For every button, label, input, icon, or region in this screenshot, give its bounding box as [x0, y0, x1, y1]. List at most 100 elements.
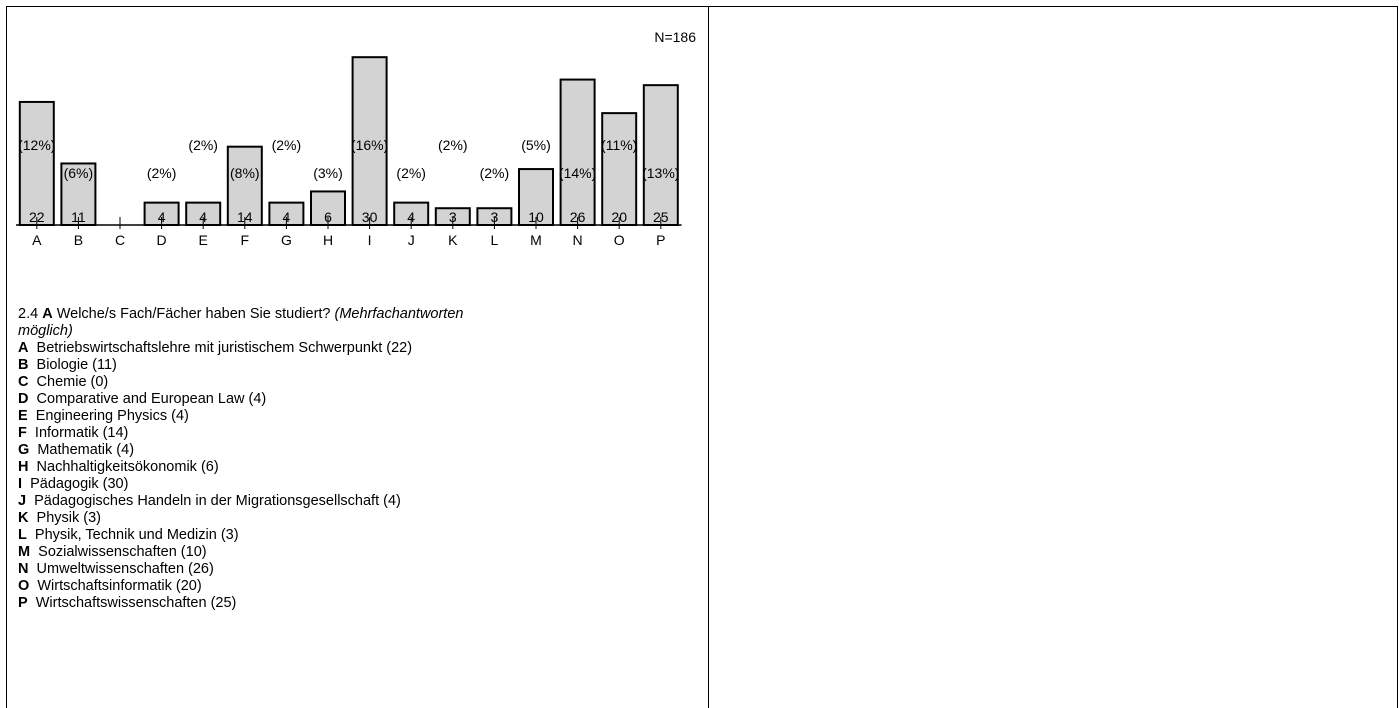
- percent-label-g: (2%): [272, 137, 302, 153]
- value-label-a: 22: [29, 209, 45, 225]
- legend-item-text: Pädagogisches Handeln in der Migrationsg…: [26, 493, 401, 509]
- category-label-e: E: [199, 232, 208, 248]
- legend-item-text: Umweltwissenschaften (26): [28, 561, 214, 577]
- percent-label-j: (2%): [396, 165, 426, 181]
- category-label-k: K: [448, 232, 458, 248]
- question-body: Welche/s Fach/Fächer haben Sie studiert?: [56, 306, 331, 322]
- legend-item-text: Engineering Physics (4): [27, 408, 189, 424]
- legend-item-p: P Wirtschaftswissenschaften (25): [18, 595, 698, 612]
- percent-label-m: (5%): [521, 137, 551, 153]
- legend-item-f: F Informatik (14): [18, 425, 698, 442]
- legend-item-letter: N: [18, 561, 29, 577]
- legend-item-text: Sozialwissenschaften (10): [30, 544, 207, 560]
- legend-item-text: Nachhaltigkeitsökonomik (6): [28, 459, 219, 475]
- legend-item-letter: M: [18, 544, 31, 560]
- category-label-f: F: [241, 232, 250, 248]
- legend-item-letter: L: [18, 527, 27, 543]
- category-label-m: M: [530, 232, 542, 248]
- legend-item-a: A Betriebswirtschaftslehre mit juristisc…: [18, 340, 698, 357]
- category-label-l: L: [491, 232, 499, 248]
- value-label-n: 26: [570, 209, 586, 225]
- value-label-j: 4: [407, 209, 415, 225]
- legend-item-letter: I: [18, 476, 23, 492]
- legend-item-letter: O: [18, 578, 30, 594]
- value-label-i: 30: [362, 209, 378, 225]
- value-label-p: 25: [653, 209, 669, 225]
- category-label-j: J: [408, 232, 415, 248]
- value-label-h: 6: [324, 209, 332, 225]
- percent-label-l: (2%): [480, 165, 510, 181]
- legend-item-d: D Comparative and European Law (4): [18, 391, 698, 408]
- percent-label-p: (13%): [642, 165, 679, 181]
- category-label-p: P: [656, 232, 665, 248]
- category-label-c: C: [115, 232, 125, 248]
- legend-item-text: Pädagogik (30): [22, 476, 129, 492]
- legend-item-i: I Pädagogik (30): [18, 476, 698, 493]
- question-note-line1: (Mehrfachantworten: [334, 306, 464, 322]
- legend-item-letter: D: [18, 391, 29, 407]
- category-label-g: G: [281, 232, 292, 248]
- legend-item-g: G Mathematik (4): [18, 442, 698, 459]
- legend-item-letter: K: [18, 510, 29, 526]
- value-label-f: 14: [237, 209, 253, 225]
- chart-legend: 2.4 A Welche/s Fach/Fächer haben Sie stu…: [18, 306, 698, 612]
- value-label-g: 4: [283, 209, 291, 225]
- value-label-e: 4: [199, 209, 207, 225]
- legend-item-letter: A: [18, 340, 29, 356]
- value-label-k: 3: [449, 209, 457, 225]
- legend-item-l: L Physik, Technik und Medizin (3): [18, 527, 698, 544]
- legend-item-text: Mathematik (4): [29, 442, 135, 458]
- percent-label-n: (14%): [559, 165, 596, 181]
- sample-size-label: N=186: [654, 29, 696, 45]
- legend-item-letter: F: [18, 425, 27, 441]
- bar-b: [60, 162, 97, 226]
- percent-label-f: (8%): [230, 165, 260, 181]
- percent-label-k: (2%): [438, 137, 468, 153]
- question-text: 2.4 A Welche/s Fach/Fächer haben Sie stu…: [18, 306, 698, 340]
- question-note-line2: möglich): [18, 323, 73, 339]
- legend-item-text: Physik (3): [28, 510, 101, 526]
- category-label-b: B: [74, 232, 83, 248]
- legend-item-b: B Biologie (11): [18, 357, 698, 374]
- bar-i: [351, 56, 388, 226]
- legend-item-letter: E: [18, 408, 28, 424]
- percent-label-a: (12%): [18, 137, 55, 153]
- legend-item-m: M Sozialwissenschaften (10): [18, 544, 698, 561]
- value-label-o: 20: [611, 209, 627, 225]
- bar-n: [559, 78, 596, 226]
- bar-a: [18, 100, 55, 226]
- legend-item-j: J Pädagogisches Handeln in der Migration…: [18, 493, 698, 510]
- percent-label-e: (2%): [188, 137, 218, 153]
- bar-o: [601, 112, 638, 226]
- category-label-o: O: [614, 232, 625, 248]
- category-label-a: A: [32, 232, 42, 248]
- bar-f: [226, 145, 263, 226]
- bar-m: [518, 168, 554, 226]
- legend-item-e: E Engineering Physics (4): [18, 408, 698, 425]
- value-label-m: 10: [528, 209, 544, 225]
- legend-item-letter: P: [18, 595, 28, 611]
- legend-item-text: Physik, Technik und Medizin (3): [26, 527, 239, 543]
- legend-list: A Betriebswirtschaftslehre mit juristisc…: [18, 340, 698, 612]
- panel-divider: [708, 6, 709, 708]
- left-panel-frame: [6, 6, 1398, 708]
- legend-item-k: K Physik (3): [18, 510, 698, 527]
- legend-item-letter: J: [18, 493, 27, 509]
- legend-item-n: N Umweltwissenschaften (26): [18, 561, 698, 578]
- legend-item-text: Chemie (0): [28, 374, 109, 390]
- legend-item-h: H Nachhaltigkeitsökonomik (6): [18, 459, 698, 476]
- legend-item-c: C Chemie (0): [18, 374, 698, 391]
- question-letter: A: [42, 306, 53, 322]
- percent-label-o: (11%): [601, 137, 637, 153]
- legend-item-text: Biologie (11): [28, 357, 117, 373]
- legend-item-letter: C: [18, 374, 29, 390]
- bar-chart: N=186 A 22 (12%) B 11 (6%) C D 4 (2%) E 4 (2%) F 14 (8%…: [16, 29, 696, 248]
- value-label-d: 4: [158, 209, 166, 225]
- legend-item-letter: G: [18, 442, 30, 458]
- question-number: 2.4: [18, 306, 39, 322]
- percent-label-d: (2%): [147, 165, 177, 181]
- legend-item-text: Informatik (14): [26, 425, 129, 441]
- legend-item-letter: H: [18, 459, 29, 475]
- category-label-h: H: [323, 232, 333, 248]
- bars-group: A 22 (12%) B 11 (6%) C D 4 (2%) E 4 (2%) F 14 (8%) G 4 (2%…: [18, 56, 679, 248]
